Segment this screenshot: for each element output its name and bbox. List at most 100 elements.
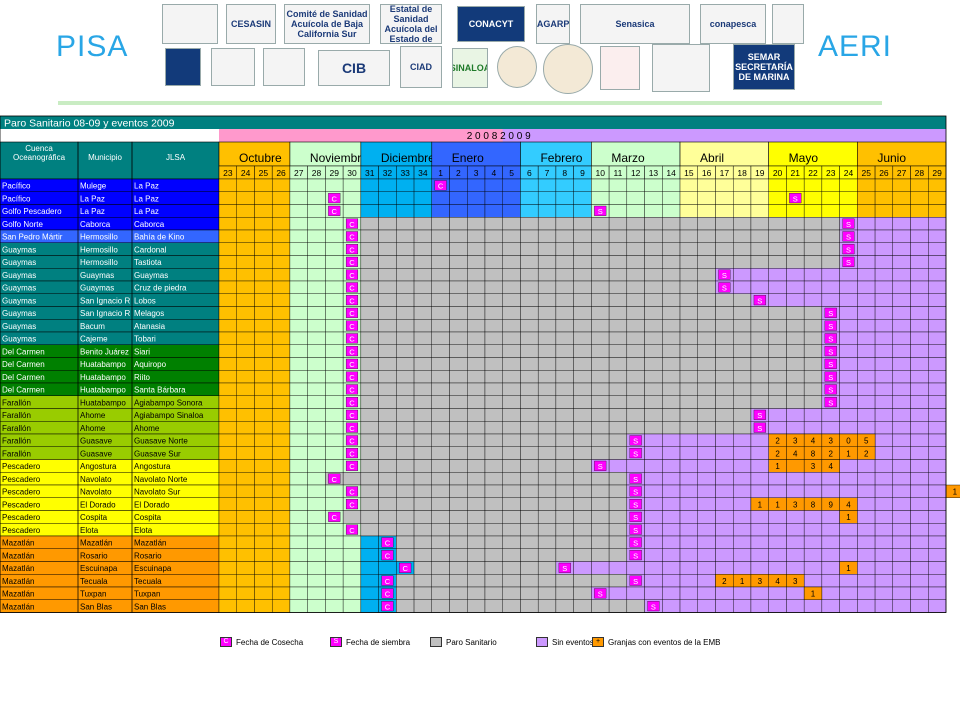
municipio-cell: Tecuala <box>80 577 108 586</box>
grid-cell <box>484 306 503 320</box>
grid-cell <box>768 523 787 537</box>
grid-cell <box>697 459 716 473</box>
row-label-bg <box>0 472 219 485</box>
municipio-cell: Navolato <box>80 475 112 484</box>
cuenca-cell: Del Carmen <box>2 360 45 369</box>
grid-cell <box>325 433 344 447</box>
grid-cell <box>803 204 823 218</box>
grid-cell <box>520 357 539 371</box>
week-number: 25 <box>259 168 269 178</box>
grid-cell <box>378 344 397 358</box>
grid-cell <box>413 523 432 537</box>
grid-cell <box>307 408 326 422</box>
grid-cell <box>679 459 698 473</box>
grid-cell <box>821 191 840 205</box>
grid-cell <box>697 191 716 205</box>
grid-cell <box>857 217 876 231</box>
grid-cell <box>396 242 415 256</box>
seeding-marker-label: S <box>757 296 762 305</box>
grid-cell <box>733 408 752 422</box>
grid-cell <box>520 395 539 409</box>
grid-cell <box>520 574 539 588</box>
harvest-marker-label: C <box>349 360 355 369</box>
seeding-marker <box>594 588 607 599</box>
grid-cell <box>555 408 574 422</box>
harvest-marker-label: C <box>349 258 355 267</box>
jlsa-cell: La Paz <box>134 194 159 203</box>
grid-cell <box>715 217 734 231</box>
grid-cell <box>591 484 610 498</box>
grid-cell <box>467 484 486 498</box>
grid-cell <box>608 446 628 460</box>
grid-cell <box>520 586 539 600</box>
grid-cell <box>892 191 911 205</box>
grid-cell <box>271 433 291 447</box>
municipio-cell: Guaymas <box>80 284 114 293</box>
grid-cell <box>537 319 557 333</box>
grid-cell <box>396 548 415 562</box>
event-count: 1 <box>846 513 851 522</box>
grid-cell <box>236 331 255 345</box>
grid-cell <box>413 446 432 460</box>
week-number: 32 <box>383 168 393 178</box>
grid-cell <box>715 191 734 205</box>
grid-cell <box>786 523 805 537</box>
grid-cell <box>271 217 291 231</box>
grid-cell <box>289 484 308 498</box>
grid-cell <box>874 204 894 218</box>
column-header-label: Municipio <box>88 153 122 162</box>
municipio-cell: San Ignacio R <box>80 296 130 305</box>
grid-cell <box>467 191 486 205</box>
grid-cell <box>892 408 911 422</box>
grid-cell <box>591 535 610 549</box>
grid-cell <box>307 446 326 460</box>
week-number: 13 <box>649 168 659 178</box>
grid-cell <box>555 523 574 537</box>
grid-cell <box>679 561 698 575</box>
grid-cell <box>857 331 876 345</box>
grid-cell <box>484 357 503 371</box>
grid-cell <box>502 497 521 511</box>
jlsa-cell: Cardonal <box>134 245 167 254</box>
grid-cell <box>254 523 273 537</box>
harvest-marker <box>345 256 359 267</box>
jlsa-cell: La Paz <box>134 207 159 216</box>
harvest-marker-label: C <box>349 398 355 407</box>
grid-cell <box>803 561 823 575</box>
seeding-marker <box>824 384 837 395</box>
grid-cell <box>591 319 610 333</box>
grid-cell <box>786 535 805 549</box>
grid-cell <box>484 229 503 243</box>
grid-cell <box>254 421 273 435</box>
grid-cell <box>697 280 716 294</box>
grid-cell <box>325 421 344 435</box>
grid-cell <box>733 306 752 320</box>
month-label: Marzo <box>611 151 645 165</box>
grid-cell <box>502 370 521 384</box>
grid-cell <box>467 331 486 345</box>
seeding-marker <box>629 486 642 497</box>
grid-cell <box>484 280 503 294</box>
row-label-bg <box>0 179 219 192</box>
grid-cell <box>733 548 752 562</box>
grid-cell <box>768 510 787 524</box>
grid-cell <box>803 535 823 549</box>
grid-cell <box>413 484 432 498</box>
grid-cell <box>786 408 805 422</box>
grid-cell <box>573 421 592 435</box>
grid-cell <box>520 510 539 524</box>
seeding-marker-label: S <box>828 335 833 344</box>
grid-cell <box>786 510 805 524</box>
grid-cell <box>520 548 539 562</box>
grid-cell <box>715 484 734 498</box>
grid-cell <box>413 510 432 524</box>
grid-cell <box>342 472 362 486</box>
grid-cell <box>608 204 628 218</box>
grid-cell <box>910 433 929 447</box>
grid-cell <box>928 204 947 218</box>
grid-cell <box>378 331 397 345</box>
seeding-marker-label: S <box>633 449 638 458</box>
seeding-marker <box>824 320 837 331</box>
grid-cell <box>626 586 645 600</box>
grid-cell <box>271 382 291 396</box>
